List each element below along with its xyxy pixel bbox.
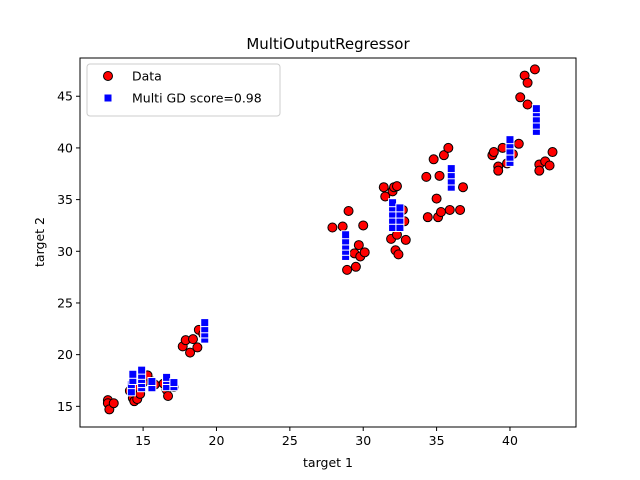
data-point <box>522 99 533 110</box>
legend-marker-prediction <box>103 93 113 103</box>
data-point <box>343 205 354 216</box>
data-point <box>187 334 198 345</box>
y-axis-label: target 2 <box>32 217 47 267</box>
data-point <box>513 138 524 149</box>
data-point <box>458 182 469 193</box>
prediction-point <box>388 198 398 208</box>
data-point <box>444 204 455 215</box>
data-point <box>393 249 404 260</box>
data-point <box>493 165 504 176</box>
data-point <box>438 150 449 161</box>
y-tick-label: 15 <box>57 399 73 414</box>
x-tick-label: 30 <box>355 433 371 448</box>
data-point <box>163 390 174 401</box>
data-point <box>488 147 499 158</box>
y-tick-label: 20 <box>57 347 73 362</box>
prediction-point <box>531 104 541 114</box>
x-tick-label: 20 <box>209 433 225 448</box>
data-point <box>547 147 558 158</box>
prediction-point <box>137 365 147 375</box>
data-point <box>544 160 555 171</box>
data-point <box>443 142 454 153</box>
data-point <box>327 222 338 233</box>
prediction-point <box>446 164 456 174</box>
x-tick-label: 25 <box>282 433 298 448</box>
chart-title: MultiOutputRegressor <box>246 35 410 53</box>
legend-box <box>86 63 281 117</box>
x-axis-label: target 1 <box>303 455 353 470</box>
x-axis: 15 20 25 30 35 40 <box>135 427 518 448</box>
y-axis: 15 20 25 30 35 40 45 <box>57 89 80 414</box>
data-point <box>192 342 203 353</box>
data-point <box>378 182 389 193</box>
x-tick-label: 35 <box>429 433 445 448</box>
prediction-point <box>162 372 172 382</box>
legend-label-data: Data <box>132 69 162 84</box>
data-point <box>185 347 196 358</box>
prediction-point <box>169 378 179 388</box>
data-point <box>455 204 466 215</box>
data-point <box>391 181 402 192</box>
data-point <box>342 264 353 275</box>
legend-label-prediction: Multi GD score=0.98 <box>132 91 262 106</box>
prediction-point <box>200 318 210 328</box>
prediction-point <box>341 230 351 240</box>
y-tick-label: 40 <box>57 140 73 155</box>
data-point <box>529 64 540 75</box>
data-point <box>358 220 369 231</box>
prediction-point <box>505 135 515 145</box>
y-tick-label: 35 <box>57 192 73 207</box>
data-point <box>400 234 411 245</box>
legend-marker-data <box>103 71 113 81</box>
prediction-point <box>128 369 138 379</box>
data-point <box>353 240 364 251</box>
data-point <box>337 221 348 232</box>
data-point <box>515 92 526 103</box>
data-point <box>350 261 361 272</box>
y-tick-label: 25 <box>57 295 73 310</box>
y-tick-label: 30 <box>57 244 73 259</box>
data-point <box>108 398 119 409</box>
data-point <box>422 212 433 223</box>
legend: Data Multi GD score=0.98 <box>86 63 281 117</box>
data-point <box>434 170 445 181</box>
data-point <box>421 171 432 182</box>
data-point <box>359 247 370 258</box>
data-point <box>380 191 391 202</box>
prediction-point <box>147 377 157 387</box>
data-point <box>522 77 533 88</box>
data-point <box>435 207 446 218</box>
data-point <box>431 193 442 204</box>
x-tick-label: 40 <box>502 433 518 448</box>
data-point <box>534 165 545 176</box>
plot-frame <box>79 57 577 428</box>
x-tick-label: 15 <box>135 433 151 448</box>
data-point <box>428 154 439 165</box>
y-tick-label: 45 <box>57 89 73 104</box>
prediction-point <box>395 203 405 213</box>
plot-area <box>102 64 558 415</box>
